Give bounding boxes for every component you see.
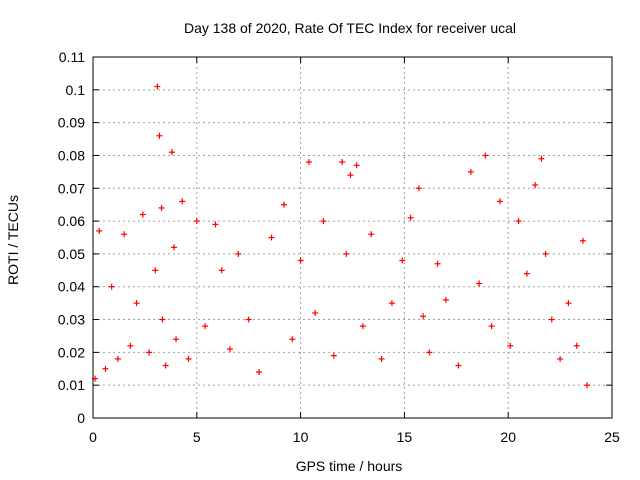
x-tick-label: 15 [397,429,413,445]
data-point [579,237,586,244]
data-point [96,227,103,234]
data-point [507,342,514,349]
data-point [162,362,169,369]
y-tick-label: 0.03 [58,312,85,328]
x-tick-label: 20 [500,429,516,445]
data-point [159,316,166,323]
data-points [92,83,591,389]
y-tick-label: 0.06 [58,213,85,229]
data-point [347,172,354,179]
data-point [102,365,109,372]
y-tick-label: 0.08 [58,147,85,163]
data-point [227,346,234,353]
data-point [542,250,549,257]
data-point [496,198,503,205]
data-point [218,267,225,274]
data-point [212,221,219,228]
data-point [573,342,580,349]
data-point [114,355,121,362]
data-point [185,355,192,362]
data-point [158,204,165,211]
data-point [133,300,140,307]
y-tick-label: 0.01 [58,377,85,393]
data-point [305,159,312,166]
data-point [388,300,395,307]
data-point [268,234,275,241]
y-tick-label: 0.09 [58,115,85,131]
data-point [584,382,591,389]
y-tick-label: 0.04 [58,279,85,295]
data-point [476,280,483,287]
y-tick-label: 0.07 [58,180,85,196]
data-point [297,257,304,264]
data-point [467,168,474,175]
data-point [455,362,462,369]
data-point [359,323,366,330]
data-point [127,342,134,349]
data-point [146,349,153,356]
plot-frame [92,56,613,419]
data-point [442,296,449,303]
data-point [312,309,319,316]
data-point [121,231,128,238]
x-tick-label: 5 [193,429,201,445]
data-point [515,218,522,225]
data-point [399,257,406,264]
data-point [565,300,572,307]
data-point [532,181,539,188]
data-point [378,355,385,362]
data-point [482,152,489,159]
y-tick-label: 0.02 [58,344,85,360]
data-point [154,83,161,90]
y-tick-label: 0.11 [59,49,85,65]
data-point [168,149,175,156]
data-point [538,155,545,162]
data-point [108,283,115,290]
x-tick-label: 0 [89,429,97,445]
x-axis-label: GPS time / hours [296,458,403,474]
grid [93,57,612,418]
data-point [156,132,163,139]
data-point [235,250,242,257]
data-point [353,162,360,169]
data-point [256,369,263,376]
data-point [407,214,414,221]
data-point [170,244,177,251]
data-point [280,201,287,208]
data-point [420,313,427,320]
data-point [245,316,252,323]
data-point [173,336,180,343]
axis-ticks: 0 0.01 0.02 0.03 0.04 0.05 0.06 0.07 0.08 0.09 0.1… [58,49,620,445]
data-point [152,267,159,274]
data-point [289,336,296,343]
data-point [193,218,200,225]
data-point [330,352,337,359]
data-point [139,211,146,218]
data-point [368,231,375,238]
data-point [202,323,209,330]
chart-title: Day 138 of 2020, Rate Of TEC Index for r… [184,20,516,36]
data-point [557,355,564,362]
y-tick-label: 0.1 [66,82,86,98]
data-point [320,218,327,225]
data-point [548,316,555,323]
data-point [339,159,346,166]
x-tick-label: 10 [293,429,309,445]
data-point [488,323,495,330]
y-tick-label: 0 [77,410,85,426]
data-point [523,270,530,277]
data-point [426,349,433,356]
data-point [434,260,441,267]
x-tick-label: 25 [604,429,620,445]
y-axis-label: ROTI / TECUs [5,195,21,285]
data-point [415,185,422,192]
data-point [343,250,350,257]
y-tick-label: 0.05 [58,246,85,262]
data-point [179,198,186,205]
